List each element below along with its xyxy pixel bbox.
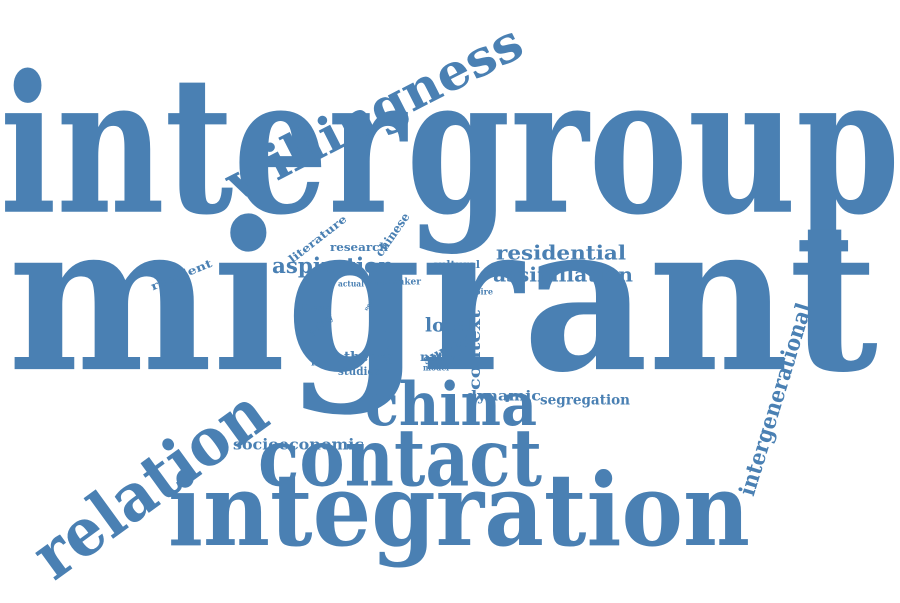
word-thesis: thesis xyxy=(302,303,330,314)
word-draw: draw xyxy=(369,278,387,288)
word-cultural: cultural xyxy=(432,260,480,272)
word-local: local xyxy=(425,314,475,337)
word-actual: actual xyxy=(338,278,364,289)
word-aspire: aspire xyxy=(465,286,493,297)
word-theory: theory xyxy=(344,349,392,366)
word-segregation: segregation xyxy=(540,392,630,409)
word-residential: residential xyxy=(496,240,626,265)
word-assimilation: assimilation xyxy=(493,262,633,287)
word-dynamic: dynamic xyxy=(466,388,541,405)
word-contribute: contribute xyxy=(256,277,270,347)
word-context: context xyxy=(465,310,485,390)
word-native: native xyxy=(420,349,464,364)
word-socioeconomic: socioeconomic xyxy=(233,435,364,454)
word-studies: studies xyxy=(338,365,380,379)
word-contact: contact xyxy=(258,410,542,505)
word-finding: finding xyxy=(311,358,349,369)
word-china: china xyxy=(365,370,537,441)
word-research: research xyxy=(330,241,388,255)
word-migrant: migrant xyxy=(8,178,878,419)
word-model: model xyxy=(423,362,449,373)
word-intergroup: intergroup xyxy=(0,33,900,257)
word-maker: maker xyxy=(389,277,421,288)
word-integration: integration xyxy=(168,451,750,569)
word-aspiration: aspiration xyxy=(272,253,394,279)
